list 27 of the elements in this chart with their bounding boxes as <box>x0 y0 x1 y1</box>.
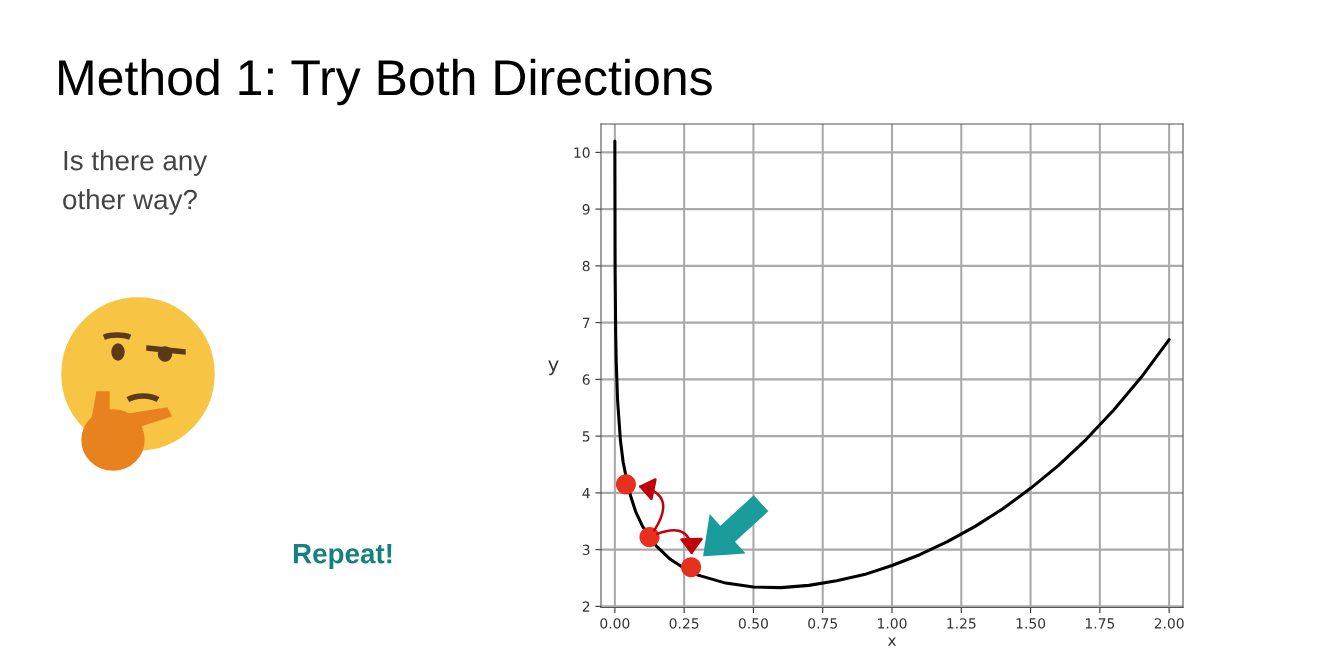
y-tick-label: 3 <box>582 544 590 556</box>
x-axis-title: x <box>887 637 897 646</box>
x-tick-label: 0.75 <box>808 618 837 629</box>
x-tick-label: 1.75 <box>1085 618 1115 629</box>
x-tick-label: 2.00 <box>1154 618 1184 629</box>
y-tick-label: 4 <box>582 488 590 499</box>
point <box>681 557 702 578</box>
y-tick-label: 7 <box>582 317 590 328</box>
x-tick-label: 0.00 <box>600 618 630 629</box>
text: Repeat! <box>293 544 392 569</box>
y-tick-label: 9 <box>582 204 590 215</box>
y-axis-title: y <box>548 360 559 376</box>
point <box>615 474 637 495</box>
chart-title: Method 1: Try Both Directions <box>59 58 712 106</box>
x-tick-label: 1.00 <box>878 618 907 629</box>
line-series <box>613 139 1171 590</box>
y-tick-label: 5 <box>582 431 590 442</box>
y-tick-label: 8 <box>582 260 590 272</box>
x-tick-label: 1.25 <box>947 618 976 629</box>
x-tick-label: 1.50 <box>1016 618 1046 629</box>
y-tick-label: 10 <box>574 147 590 158</box>
text: Is there any other way? <box>63 150 208 215</box>
x-tick-label: 0.25 <box>669 618 699 629</box>
point <box>639 527 660 548</box>
y-tick-label: 2 <box>582 601 590 612</box>
y-tick-label: 6 <box>582 374 590 385</box>
x-tick-label: 0.50 <box>738 618 768 629</box>
